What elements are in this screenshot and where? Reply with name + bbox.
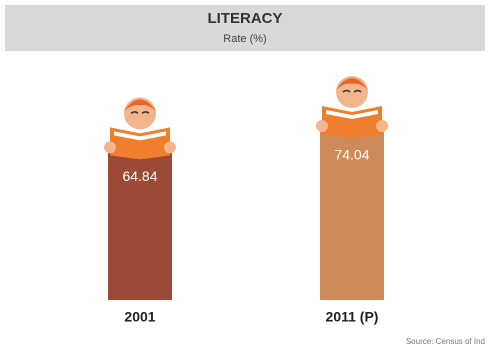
hand [104, 141, 116, 154]
chart-subtitle: Rate (%) [223, 33, 266, 45]
eyes [130, 111, 150, 114]
reader-icon [104, 97, 176, 160]
hand [376, 120, 388, 132]
hand [164, 141, 176, 154]
source-note: Source: Census of Ind [406, 337, 485, 346]
hair [124, 99, 156, 112]
reader-icon [316, 76, 388, 138]
hand [316, 120, 328, 132]
value-label: 74.04 [334, 147, 369, 163]
chart-title: LITERACY [208, 10, 283, 27]
value-label: 64.84 [122, 168, 157, 184]
bar [320, 128, 384, 300]
x-tick-label: 2001 [124, 309, 155, 325]
header-band [5, 5, 485, 51]
x-tick-label: 2011 (P) [326, 309, 379, 325]
book [322, 106, 382, 138]
book-page [114, 131, 166, 141]
book [110, 127, 170, 160]
eyes [342, 89, 362, 93]
book-page [326, 110, 378, 119]
hair [336, 78, 368, 90]
bar [108, 149, 172, 300]
